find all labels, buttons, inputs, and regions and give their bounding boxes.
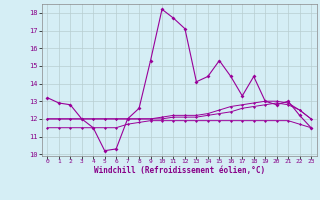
X-axis label: Windchill (Refroidissement éolien,°C): Windchill (Refroidissement éolien,°C) xyxy=(94,166,265,175)
